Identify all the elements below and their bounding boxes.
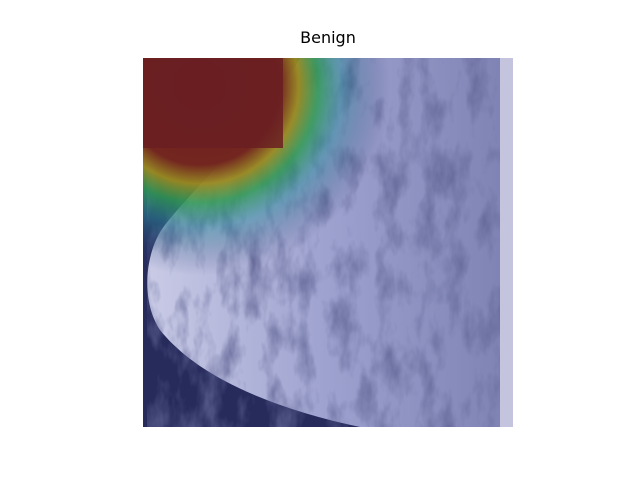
image bbox=[143, 58, 513, 427]
heatmap-peak bbox=[143, 58, 283, 148]
title: Benign bbox=[300, 28, 356, 47]
